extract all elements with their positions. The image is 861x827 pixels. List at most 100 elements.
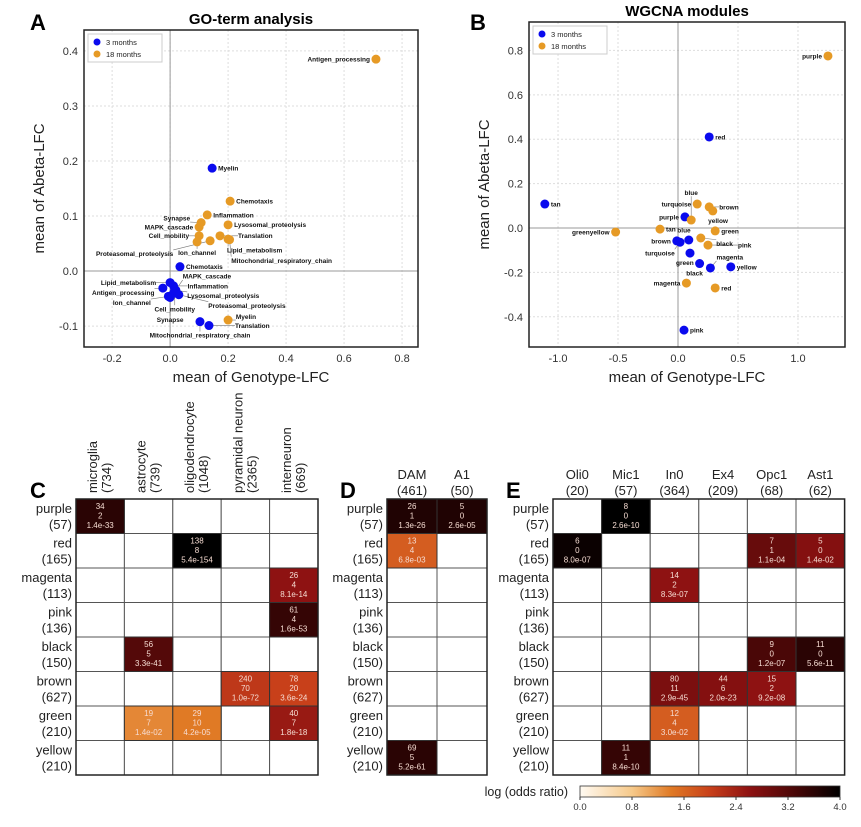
heatmap-cell <box>386 740 438 776</box>
row-label-count: (210) <box>519 724 549 739</box>
row-label-name: black <box>353 639 384 654</box>
cell-expected: 0 <box>818 546 823 555</box>
data-point <box>207 163 217 173</box>
heatmap-cell-empty <box>75 602 125 638</box>
data-point <box>684 235 694 245</box>
cell-overlap: 26 <box>408 502 417 511</box>
column-label-name: Opc1 <box>756 467 787 482</box>
point-label: blue <box>685 190 699 197</box>
leader-line <box>173 240 211 251</box>
row-label-count: (165) <box>42 552 72 567</box>
point-label: yellow <box>737 264 758 271</box>
data-point <box>165 278 175 288</box>
heatmap-cell-empty <box>436 533 488 569</box>
heatmap-cell-empty <box>123 533 174 569</box>
heatmap-cell-empty <box>795 498 846 534</box>
heatmap-cell-empty <box>698 636 748 672</box>
heatmap-cell <box>552 533 603 569</box>
leader-line <box>178 294 209 302</box>
point-label: magenta <box>716 255 743 262</box>
heatmap-cell-empty <box>746 498 797 534</box>
row-label-name: pink <box>525 605 549 620</box>
heatmap-cell-empty <box>220 533 271 569</box>
legend: 3 months 18 months <box>87 33 163 63</box>
point-label: MAPK_cascade <box>145 224 194 231</box>
point-label: Mitochondrial_respiratory_chain <box>231 258 332 265</box>
column-label-name: Ex4 <box>712 467 734 482</box>
y-tick-label: 0.2 <box>508 179 523 191</box>
cell-p: 2.9e-45 <box>661 694 689 703</box>
x-tick-label: 0.6 <box>336 353 351 365</box>
heatmap-cell-empty <box>746 567 797 603</box>
y-tick-label: 0.2 <box>63 156 78 168</box>
row-label-count: (210) <box>42 759 72 774</box>
point-label: pink <box>738 243 752 250</box>
cell-expected: 0 <box>460 512 465 521</box>
heatmap-cell-empty <box>269 498 319 534</box>
column-label-count: (50) <box>450 483 473 498</box>
heatmap-frame <box>552 498 846 776</box>
data-point <box>175 262 185 272</box>
row-label-count: (57) <box>526 517 549 532</box>
point-label: purple <box>802 53 822 60</box>
heatmap-cell-empty <box>436 602 488 638</box>
x-tick-label: 0.5 <box>730 353 745 365</box>
data-point <box>215 231 225 241</box>
x-tick-label: -1.0 <box>549 353 568 365</box>
heatmap-cell-empty <box>601 533 651 569</box>
heatmap-cell-empty <box>386 567 438 603</box>
x-tick-label: 1.0 <box>790 353 805 365</box>
row-label-count: (150) <box>519 655 549 670</box>
row-label-count: (136) <box>42 621 72 636</box>
point-label: Lipid_metabolism <box>227 247 282 254</box>
point-label: Chemotaxis <box>186 264 223 271</box>
x-tick-label: -0.5 <box>609 353 628 365</box>
heatmap-cell-empty <box>172 671 222 707</box>
point-label: magenta <box>654 280 681 287</box>
heatmap-cell-empty <box>552 705 603 741</box>
column-label-name: DAM <box>398 467 427 482</box>
row-label-name: green <box>516 708 549 723</box>
panel-letter: C <box>30 478 46 503</box>
heatmap-cell-empty <box>269 636 319 672</box>
row-label-count: (113) <box>354 586 383 601</box>
row-label-count: (627) <box>519 690 549 705</box>
row-label-name: purple <box>36 501 72 516</box>
column-label-count: (669) <box>293 463 308 493</box>
cell-overlap: 11 <box>622 744 631 753</box>
row-label-count: (210) <box>519 759 549 774</box>
heatmap-cell-empty <box>698 533 748 569</box>
column-label-count: (1048) <box>196 455 211 493</box>
column-label-name: Mic1 <box>612 467 639 482</box>
heatmap-cell-empty <box>269 533 319 569</box>
cell-expected: 0 <box>818 650 823 659</box>
colorbar-tick-label: 3.2 <box>781 802 794 813</box>
panel-letter: A <box>30 10 46 35</box>
cell-p: 1.4e-02 <box>135 728 163 737</box>
cell-overlap: 11 <box>816 640 825 649</box>
point-label: Translation <box>235 323 270 330</box>
point-label: Myelin <box>236 314 256 321</box>
point-label: greenyellow <box>572 229 611 236</box>
cell-expected: 0 <box>769 650 774 659</box>
row-label-count: (57) <box>49 517 72 532</box>
cell-overlap: 78 <box>289 675 298 684</box>
heatmap-cell-empty <box>75 671 125 707</box>
y-tick-label: -0.1 <box>59 321 78 333</box>
heatmap-cell-empty <box>436 567 488 603</box>
heatmap-cell-empty <box>601 567 651 603</box>
colorbar-tick-label: 2.4 <box>729 802 742 813</box>
heatmap-cell-empty <box>386 636 438 672</box>
row-label-name: magenta <box>332 570 383 585</box>
column-label-name: Ast1 <box>807 467 833 482</box>
cell-p: 3.6e-24 <box>280 694 308 703</box>
plot-frame <box>83 29 419 348</box>
point-label: yellow <box>708 218 729 225</box>
cell-overlap: 14 <box>670 571 679 580</box>
data-point <box>704 132 714 142</box>
heatmap-cell-empty <box>220 567 271 603</box>
cell-overlap: 56 <box>144 640 153 649</box>
point-label: Antigen_processing <box>92 290 155 297</box>
data-point <box>196 218 206 228</box>
cell-p: 5.6e-11 <box>807 659 834 668</box>
